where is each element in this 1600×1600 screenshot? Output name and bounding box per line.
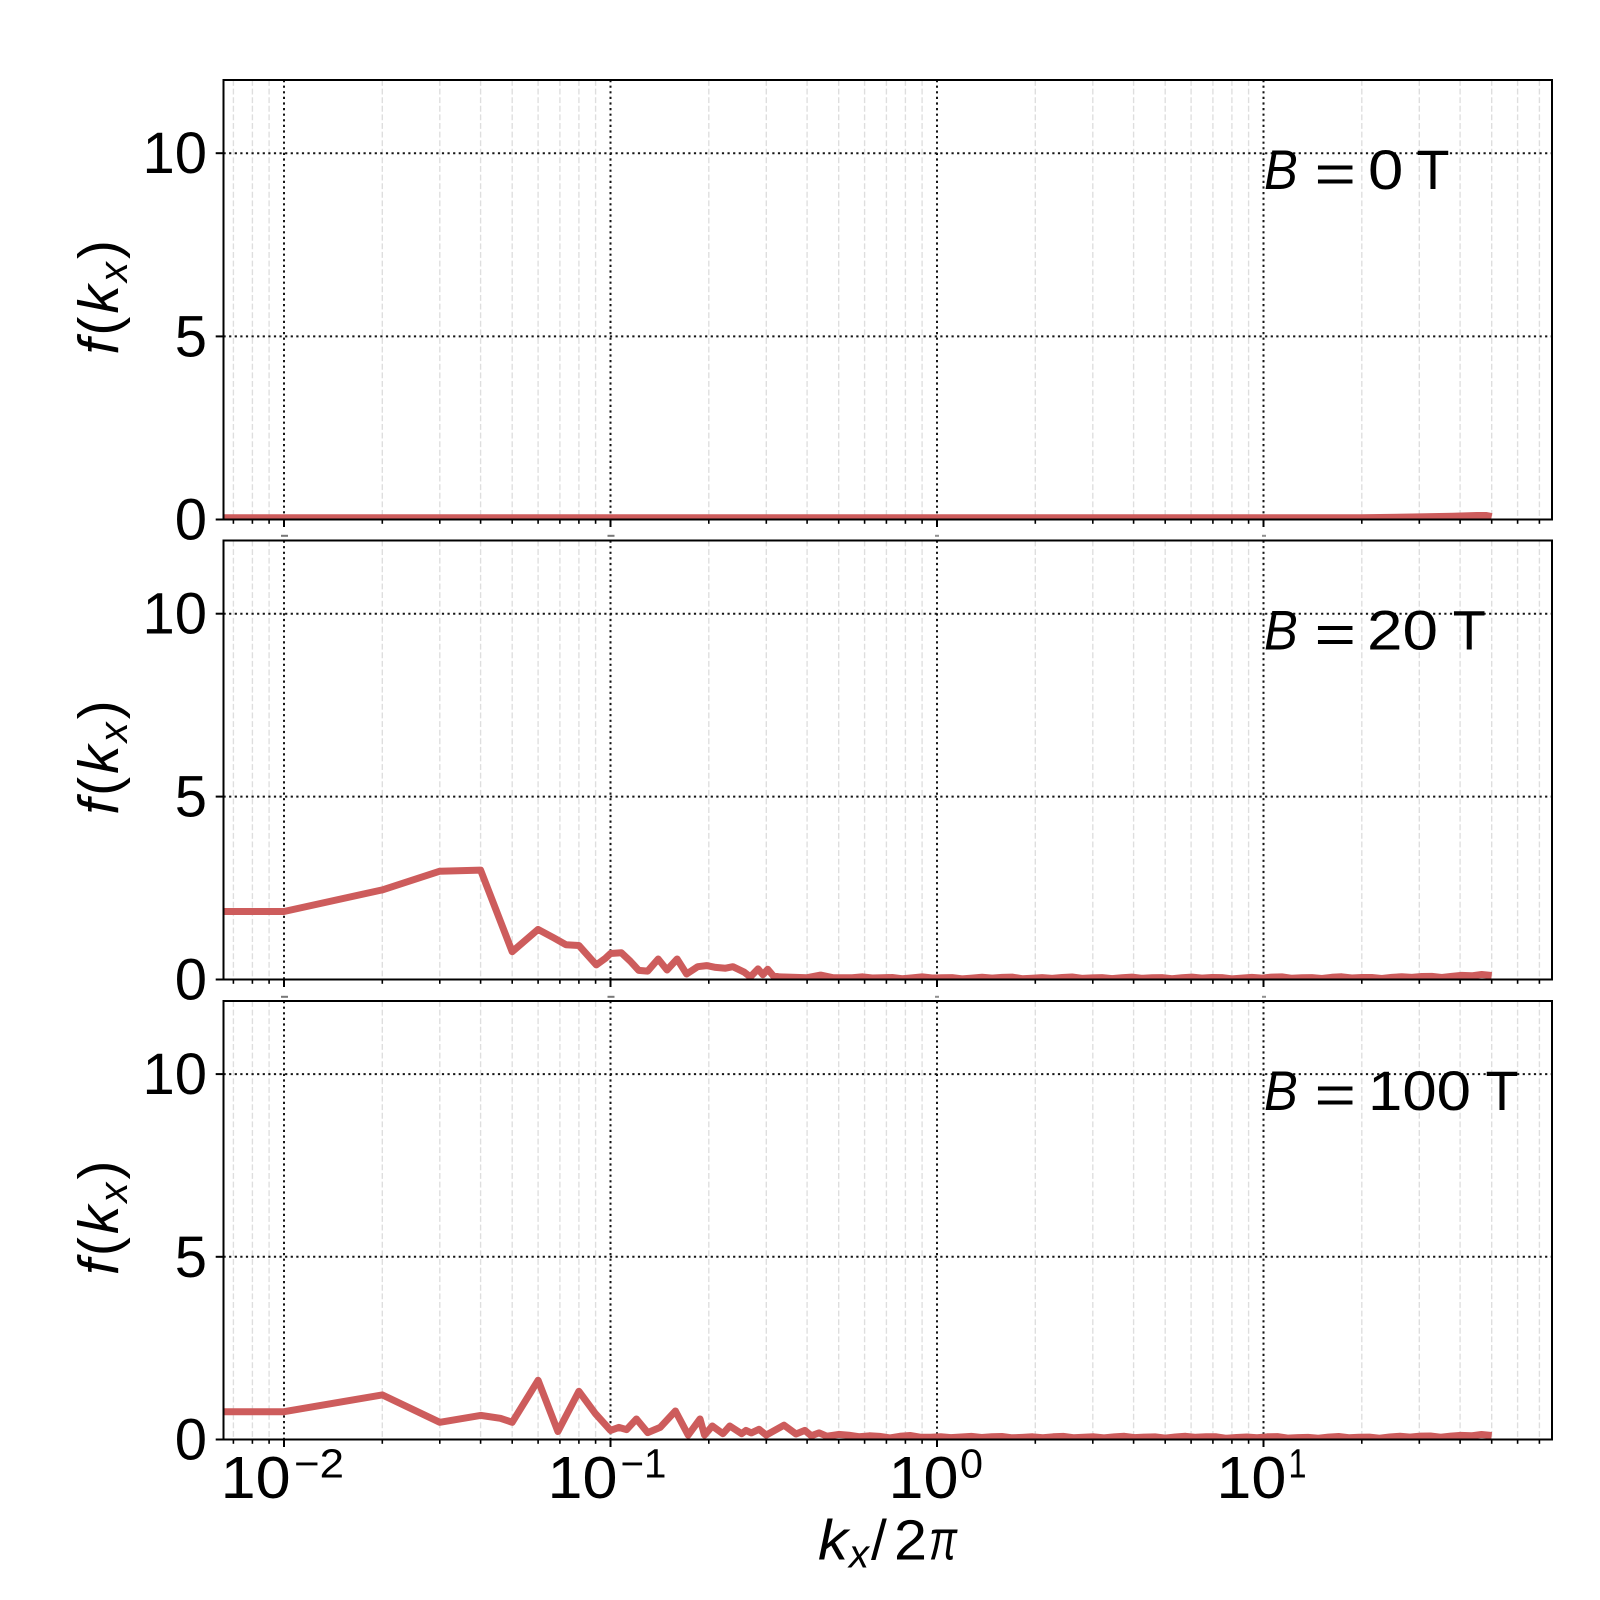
svg-text:10: 10 xyxy=(142,121,207,186)
svg-text:0: 0 xyxy=(1368,139,1403,201)
svg-text:2: 2 xyxy=(894,1509,927,1573)
svg-text:/: / xyxy=(871,1509,887,1573)
svg-text:1: 1 xyxy=(1289,1441,1307,1487)
svg-text:10: 10 xyxy=(1216,1445,1286,1511)
svg-text:5: 5 xyxy=(175,304,207,369)
svg-text:B: B xyxy=(1264,139,1298,201)
svg-text:10: 10 xyxy=(548,1445,618,1511)
svg-text:5: 5 xyxy=(175,1225,207,1290)
svg-text:f(kx): f(kx) xyxy=(67,697,136,814)
svg-text:100: 100 xyxy=(1368,1060,1471,1122)
svg-text:10: 10 xyxy=(142,1042,207,1107)
svg-text:k: k xyxy=(818,1509,851,1573)
svg-text:10: 10 xyxy=(221,1445,291,1511)
svg-text:10: 10 xyxy=(889,1445,959,1511)
svg-text:=: = xyxy=(1315,604,1357,666)
svg-text:f(kx): f(kx) xyxy=(67,1158,136,1275)
svg-text:20: 20 xyxy=(1367,600,1438,662)
svg-text:B: B xyxy=(1264,1060,1298,1122)
svg-text:−1: −1 xyxy=(621,1441,667,1487)
svg-text:T: T xyxy=(1486,1060,1519,1122)
svg-text:x: x xyxy=(847,1533,871,1577)
svg-text:0: 0 xyxy=(175,948,207,1013)
svg-text:=: = xyxy=(1315,1064,1357,1126)
svg-text:T: T xyxy=(1453,600,1486,662)
svg-text:T: T xyxy=(1417,139,1450,201)
svg-text:0: 0 xyxy=(175,1408,207,1473)
svg-text:0: 0 xyxy=(175,488,207,553)
svg-text:10: 10 xyxy=(142,582,207,647)
svg-text:B: B xyxy=(1264,600,1298,662)
svg-text:π: π xyxy=(929,1509,958,1573)
svg-text:=: = xyxy=(1315,143,1357,205)
svg-text:0: 0 xyxy=(960,1441,983,1487)
svg-text:−2: −2 xyxy=(294,1441,344,1487)
svg-text:f(kx): f(kx) xyxy=(67,237,136,354)
svg-text:5: 5 xyxy=(175,765,207,830)
